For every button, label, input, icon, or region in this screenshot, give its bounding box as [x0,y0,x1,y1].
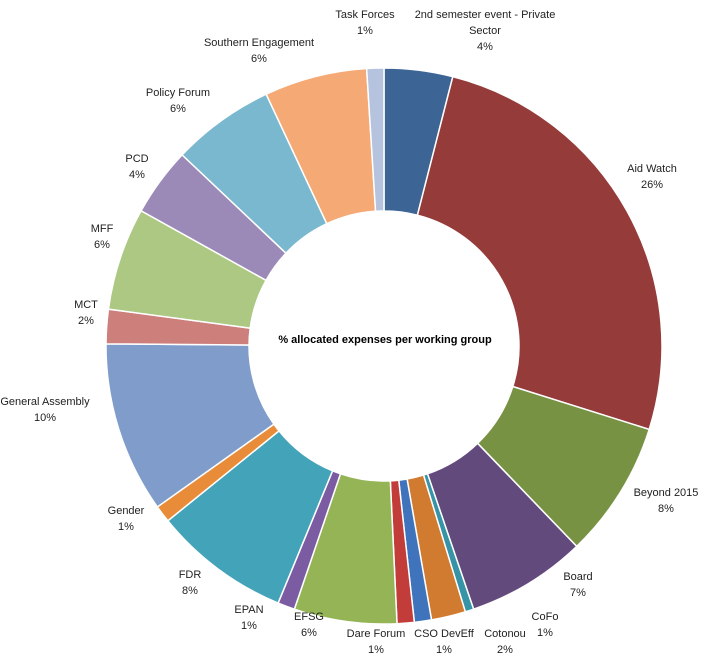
slice-value-label: 26% [641,179,663,191]
slice-task-forces [365,67,385,213]
slice-label: Policy Forum [146,87,210,99]
slice-label: Gender [108,505,145,517]
slice-value-label: 1% [241,620,257,632]
slice-label-group: Policy Forum 6% [146,87,210,115]
slice-label: CoFo [532,611,559,623]
slice-value-label: 1% [537,627,553,639]
slice-label: Beyond 2015 [634,487,699,499]
slice-value-label: 10% [34,412,56,424]
slice-label-group: Cotonou 2% [484,628,526,656]
slice-value-label: 8% [658,503,674,515]
slice-value-label: 1% [357,25,373,37]
slice-label: Board [563,571,592,583]
slices-layer [105,67,663,625]
slice-label-group: Aid Watch 26% [627,163,677,191]
slice-label: PCD [125,153,148,165]
slice-label: 2nd semester event - Private [415,9,556,21]
slice-label-group: Beyond 2015 8% [634,487,699,515]
slice-label-group: Dare Forum 1% [347,628,406,656]
slice-label-group: EPAN 1% [234,604,263,632]
slice-label-group: Southern Engagement 6% [204,37,314,65]
chart-title: % allocated expenses per working group [278,334,492,346]
slice-value-label: 7% [570,587,586,599]
slice-value-label: 8% [182,585,198,597]
slice-value-label: 2% [497,644,513,656]
slice-label-group: 2nd semester event - Private Sector 4% [415,9,556,53]
slice-label: EPAN [234,604,263,616]
slice-label-group: General Assembly 10% [0,396,90,424]
slice-value-label: 4% [477,41,493,53]
slice-value-label: 4% [129,169,145,181]
slice-label: Task Forces [335,9,395,21]
slice-label-group: Gender 1% [108,505,145,533]
slice-aid-watch [416,75,663,431]
slice-value-label: 6% [94,239,110,251]
slice-label: CSO DevEff [414,628,475,640]
slice-label: Aid Watch [627,163,677,175]
slice-label: Southern Engagement [204,37,314,49]
slice-label-group: MCT 2% [74,299,98,327]
slice-label-group: Task Forces 1% [335,9,395,37]
slice-label-group: PCD 4% [125,153,148,181]
slice-label-group: EFSG 6% [294,611,324,639]
slice-value-label: 2% [78,315,94,327]
slice-value-label: 6% [301,627,317,639]
slice-value-label: 6% [170,103,186,115]
slice-value-label: 1% [118,521,134,533]
slice-value-label: 1% [436,644,452,656]
slice-label-group: FDR 8% [179,569,202,597]
slice-label: General Assembly [0,396,90,408]
labels-layer: 2nd semester event - Private Sector 4% Aid … [0,9,698,656]
slice-label-group: Board 7% [563,571,592,599]
slice-label-group: CSO DevEff 1% [414,628,475,656]
slice-label: FDR [179,569,202,581]
slice-label: Sector [469,25,501,37]
slice-value-label: 6% [251,53,267,65]
slice-label-group: CoFo 1% [532,611,559,639]
slice-label: Dare Forum [347,628,406,640]
slice-label: Cotonou [484,628,526,640]
slice-label: MFF [91,223,114,235]
slice-label: MCT [74,299,98,311]
slice-label-group: MFF 6% [91,223,114,251]
slice-value-label: 1% [368,644,384,656]
slice-label: EFSG [294,611,324,623]
